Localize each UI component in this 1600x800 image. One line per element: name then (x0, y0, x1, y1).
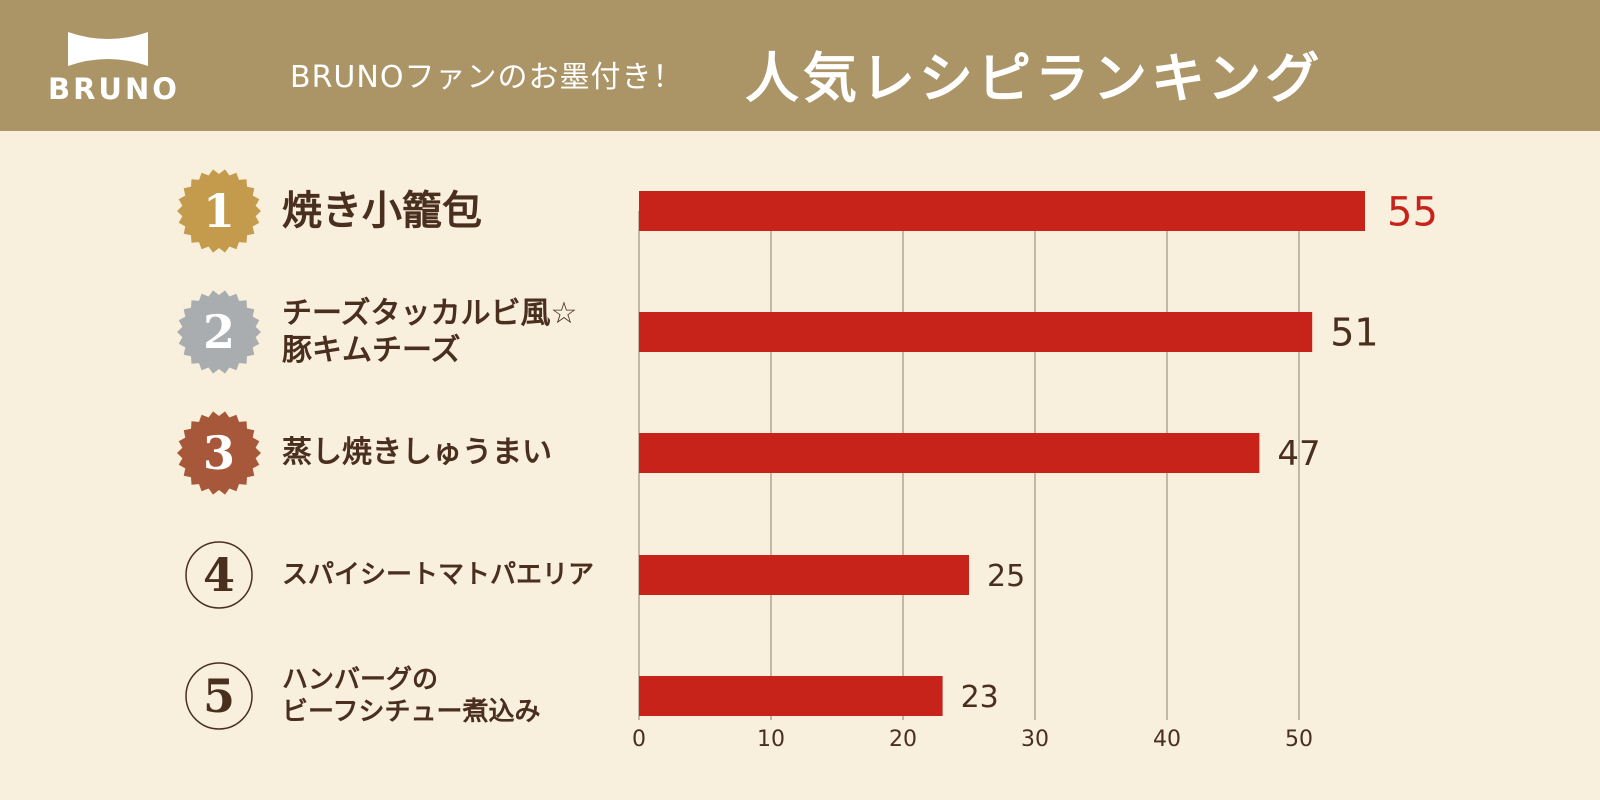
rank-number-3: 3 (203, 426, 235, 480)
rank-label-line: ビーフシチュー煮込み (282, 697, 541, 727)
rank-badge-2: 2 (177, 290, 261, 374)
value-label-rank-3: 47 (1277, 434, 1320, 474)
x-tick-label-40: 40 (1153, 727, 1181, 752)
rank-label-line: ハンバーグの (282, 664, 439, 695)
value-label-rank-1: 55 (1387, 189, 1438, 235)
rank-label-line: チーズタッカルビ風☆ (282, 295, 578, 331)
rank-number-5: 5 (203, 669, 235, 723)
x-tick-label-50: 50 (1285, 727, 1313, 752)
x-tick-label-20: 20 (889, 727, 917, 752)
value-label-rank-2: 51 (1330, 311, 1378, 355)
rank-badge-3: 3 (177, 411, 261, 495)
rank-badge-1: 1 (177, 169, 261, 253)
rank-label-5: ハンバーグの ビーフシチュー煮込み (282, 664, 540, 729)
rank-badge-4: 4 (185, 541, 253, 609)
x-tick-label-30: 30 (1021, 727, 1049, 752)
bar-rank-1 (639, 191, 1365, 231)
x-tick-label-0: 0 (632, 727, 646, 752)
rank-label-4: スパイシートマトパエリア (282, 559, 594, 592)
bruno-logo: BRUNO (48, 30, 180, 110)
rank-badge-seal (177, 290, 261, 374)
rank-label-2: チーズタッカルビ風☆ 豚キムチーズ (282, 295, 577, 370)
logo-text: BRUNO (48, 72, 180, 106)
header-banner: BRUNO BRUNOファンのお墨付き！ 人気レシピランキング (0, 0, 1600, 131)
bar-rank-3 (639, 433, 1260, 473)
header-title: 人気レシピランキング (745, 47, 1324, 110)
rank-label-line: 焼き小籠包 (282, 188, 482, 234)
rank-label-line: スパイシートマトパエリア (282, 559, 595, 590)
bar-rank-5 (639, 676, 943, 716)
x-tick-label-10: 10 (757, 727, 785, 752)
rank-badge-ring (185, 662, 253, 730)
rank-number-4: 4 (203, 548, 235, 602)
bruno-logo-icon (68, 32, 148, 66)
rank-number-2: 2 (203, 305, 235, 359)
rank-badge-seal (177, 411, 261, 495)
rank-badge-seal (177, 169, 261, 253)
bar-rank-2 (639, 312, 1313, 352)
rank-label-1: 焼き小籠包 (282, 186, 482, 236)
value-label-rank-5: 23 (961, 680, 999, 715)
bar-rank-4 (639, 555, 969, 595)
rank-badge-ring (185, 541, 253, 609)
value-label-rank-4: 25 (987, 559, 1025, 594)
rank-label-line: 豚キムチーズ (282, 333, 461, 368)
rank-badge-5: 5 (185, 662, 253, 730)
rank-number-1: 1 (203, 184, 235, 238)
rank-label-line: 蒸し焼きしゅうまい (282, 435, 552, 471)
rank-label-3: 蒸し焼きしゅうまい (282, 434, 552, 472)
header-subtitle: BRUNOファンのお墨付き！ (290, 60, 684, 95)
